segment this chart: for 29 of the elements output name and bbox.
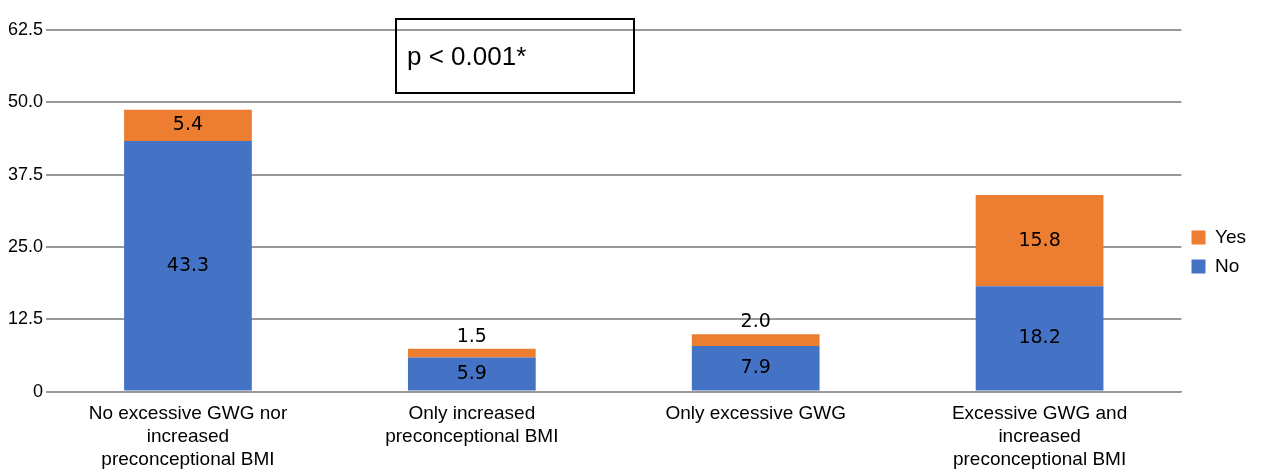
- y-tick-label: 12.5: [7, 308, 44, 329]
- y-tick-label: 50.0: [7, 91, 44, 112]
- bar: [691, 345, 820, 391]
- data-label: 7.9: [740, 355, 771, 378]
- x-tick-label: Excessive GWG and increased preconceptional BMI: [951, 402, 1128, 469]
- bar: [124, 109, 252, 142]
- data-label: 43.3: [166, 252, 210, 275]
- y-tick-label: 0: [33, 380, 44, 401]
- legend-label: Yes: [1215, 225, 1246, 247]
- y-tick-label: 37.5: [7, 163, 44, 184]
- y-tick-label: 62.5: [7, 18, 44, 39]
- data-label: 5.9: [456, 360, 487, 383]
- data-label: 18.2: [1018, 325, 1061, 348]
- data-label: 2.0: [740, 309, 771, 332]
- bar: [124, 141, 252, 391]
- annotation: p < 0.001*: [395, 18, 635, 94]
- bar: [691, 334, 820, 346]
- bar: [975, 286, 1104, 391]
- x-tick-label: No excessive GWG nor increased preconceptional BMI: [88, 402, 288, 469]
- legend-label: No: [1215, 254, 1240, 276]
- bar: [975, 194, 1104, 287]
- x-tick-label: Only excessive GWG: [665, 402, 846, 424]
- bar: [407, 357, 536, 391]
- x-tick-label: Only increased preconceptional BMI: [385, 402, 559, 447]
- data-label: 1.5: [456, 323, 487, 346]
- bar: [407, 348, 536, 358]
- data-label: 15.8: [1018, 227, 1061, 250]
- data-label: 5.4: [172, 112, 204, 135]
- y-tick-label: 25.0: [7, 235, 44, 256]
